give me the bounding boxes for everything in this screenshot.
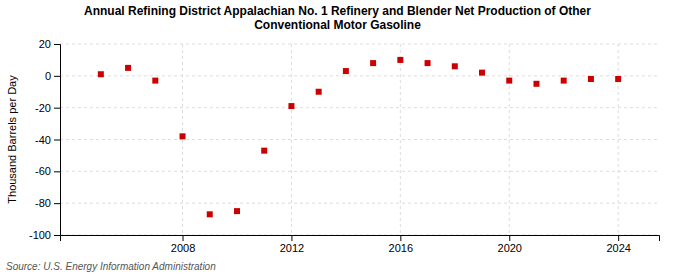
tick-label: 0	[45, 70, 51, 82]
grid-line	[60, 171, 659, 172]
point	[234, 208, 240, 214]
point	[288, 103, 294, 109]
tick: 2016	[389, 235, 413, 254]
tick-mark	[54, 171, 60, 172]
tick: -80	[35, 197, 60, 209]
point	[452, 63, 458, 69]
tick-label: -100	[29, 229, 51, 241]
tick-mark	[54, 76, 60, 77]
tick: -100	[29, 229, 60, 241]
tick-label: -80	[35, 197, 51, 209]
tick-mark	[291, 235, 292, 241]
point	[180, 133, 186, 139]
grid-line	[400, 44, 401, 235]
grid-line	[182, 44, 183, 235]
chart: 2008 2012 2016 2020 2024 -100 -80 -60 -40 -20 0 20 T…	[0, 0, 675, 275]
point	[152, 78, 158, 84]
tick-mark	[509, 235, 510, 241]
point	[98, 71, 104, 77]
point	[261, 148, 267, 154]
grid	[60, 44, 659, 235]
tick-label: 20	[39, 38, 51, 50]
title: Annual Refining District Appalachian No.…	[84, 4, 591, 32]
plot: 2008 2012 2016 2020 2024 -100 -80 -60 -40 -20 0 20	[29, 38, 660, 254]
tick-mark	[54, 140, 60, 141]
point	[506, 78, 512, 84]
tick-label: 2024	[606, 242, 630, 254]
axis-line	[61, 236, 660, 242]
tick-mark	[400, 235, 401, 241]
tick-mark	[183, 235, 184, 241]
tick: 20	[39, 38, 60, 50]
tick: -60	[35, 165, 60, 177]
x-axis: 2008 2012 2016 2020 2024	[61, 235, 660, 254]
tick-label: -20	[35, 102, 51, 114]
point	[343, 68, 349, 74]
tick: 2020	[498, 235, 522, 254]
grid-line	[60, 203, 659, 204]
tick-label: 2020	[498, 242, 522, 254]
tick: 2024	[606, 235, 630, 254]
tick-mark	[54, 44, 60, 45]
point	[615, 76, 621, 82]
tick-label: -60	[35, 165, 51, 177]
grid-line	[60, 139, 659, 140]
point	[588, 76, 594, 82]
point	[316, 89, 322, 95]
point	[479, 70, 485, 76]
point	[370, 60, 376, 66]
tick-mark	[54, 108, 60, 109]
points	[98, 57, 621, 217]
tick-mark	[618, 235, 619, 241]
tick-mark	[54, 235, 60, 236]
grid-line	[60, 44, 659, 45]
grid-line	[60, 107, 659, 108]
tick: -40	[35, 134, 60, 146]
tick-label: 2012	[280, 242, 304, 254]
grid-line	[60, 75, 659, 76]
tick-label: 2016	[389, 242, 413, 254]
grid-line	[509, 44, 510, 235]
point	[397, 57, 403, 63]
tick-label: -40	[35, 134, 51, 146]
tick: -20	[35, 102, 60, 114]
source: Source: U.S. Energy Information Administ…	[6, 261, 216, 272]
point	[533, 81, 539, 87]
grid-line	[618, 44, 619, 235]
point	[425, 60, 431, 66]
tick-label: 2008	[171, 242, 195, 254]
grid-line	[291, 44, 292, 235]
point	[125, 65, 131, 71]
tick: 2008	[171, 235, 195, 254]
point	[207, 211, 213, 217]
tick: 2012	[280, 235, 304, 254]
axis-line	[54, 45, 61, 236]
tick: 0	[45, 70, 60, 82]
point	[561, 78, 567, 84]
y-axis-title: Thousand Barrels per Day	[6, 75, 18, 204]
y-axis: -100 -80 -60 -40 -20 0 20	[29, 38, 61, 241]
tick-mark	[54, 203, 60, 204]
